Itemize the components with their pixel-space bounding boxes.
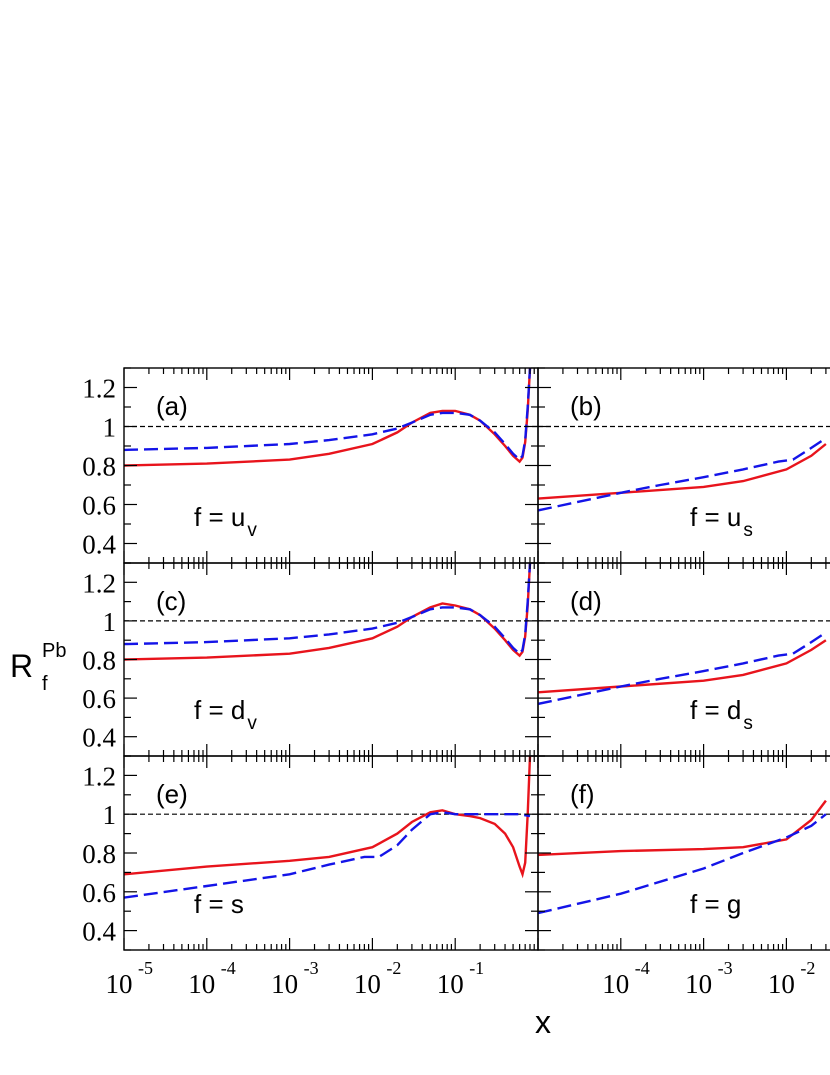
panel-tag: (c) — [156, 586, 186, 616]
y-axis-label-main: R — [10, 648, 33, 684]
panels-group: (a)f = u v(b)f = u s(c)f = d v(d)f = d s(e)f… — [123, 367, 830, 951]
x-tick-label-exponent: -2 — [800, 958, 815, 978]
dashed-series-line — [538, 437, 827, 512]
y-tick-label: 1.2 — [82, 761, 116, 791]
x-tick-label: 10 — [354, 969, 381, 999]
x-tick-label-exponent: -4 — [221, 958, 236, 978]
y-tick-label: 1 — [103, 413, 117, 443]
solid-series-line — [538, 443, 827, 500]
x-tick-label-exponent: -5 — [138, 958, 153, 978]
flavor-label-subscript: v — [247, 713, 257, 734]
panel-f: (f) f = g — [537, 755, 830, 951]
y-tick-label: 0.8 — [82, 646, 116, 676]
y-tick-label: 0.4 — [82, 723, 116, 753]
solid-series-line — [124, 756, 532, 879]
y-axis-label-sup: Pb — [42, 640, 66, 662]
x-tick-label-exponent: -1 — [469, 958, 484, 978]
panel-e: (e) f = s — [123, 755, 539, 951]
y-axis-label: R Pb f — [10, 640, 66, 695]
x-tick-labels: 10-510-410-310-210-110-410-310-2 — [106, 958, 816, 999]
flavor-label: f = s — [194, 889, 244, 919]
dashed-series-line — [538, 813, 827, 915]
x-tick-label: 10 — [437, 969, 464, 999]
solid-series-line — [538, 799, 827, 857]
dashed-series-line — [124, 368, 532, 462]
panel-tag: (e) — [156, 779, 188, 809]
y-tick-label: 0.6 — [82, 684, 116, 714]
x-tick-label: 10 — [271, 969, 298, 999]
x-tick-label-exponent: -4 — [635, 958, 650, 978]
dashed-series-line — [124, 563, 532, 656]
y-tick-label: 0.8 — [82, 839, 116, 869]
panel-tag: (b) — [570, 391, 602, 421]
y-tick-label: 0.4 — [82, 530, 116, 560]
flavor-label: f = u — [690, 502, 741, 532]
y-axis-label-sub: f — [42, 673, 48, 695]
x-tick-label-exponent: -3 — [304, 958, 319, 978]
y-tick-labels: 0.4 0.6 0.8 1 1.2 0.4 0.6 0.8 1 1.2 0.4 0.6 0.8 1 1.2 — [82, 374, 116, 947]
dashed-series-line — [538, 631, 827, 706]
y-tick-label: 1.2 — [82, 374, 116, 404]
x-tick-label: 10 — [602, 969, 629, 999]
y-tick-label: 0.4 — [82, 917, 116, 947]
flavor-label: f = d — [690, 695, 741, 725]
solid-series-line — [538, 639, 827, 694]
flavor-label: f = d — [194, 695, 245, 725]
y-tick-label: 0.6 — [82, 878, 116, 908]
x-tick-label-exponent: -2 — [386, 958, 401, 978]
x-axis-label: x — [535, 1004, 551, 1040]
y-tick-label: 0.8 — [82, 452, 116, 482]
flavor-label-subscript: s — [743, 713, 753, 734]
panel-tag: (f) — [570, 779, 595, 809]
flavor-label: f = g — [690, 889, 741, 919]
y-tick-label: 1 — [103, 607, 117, 637]
flavor-label-subscript: s — [743, 520, 753, 541]
y-tick-label: 1.2 — [82, 568, 116, 598]
flavor-label-subscript: v — [247, 520, 257, 541]
x-tick-label: 10 — [106, 969, 133, 999]
panel-tag: (d) — [570, 586, 602, 616]
panel-tag: (a) — [156, 391, 188, 421]
x-tick-label: 10 — [768, 969, 795, 999]
dashed-series-line — [124, 811, 531, 899]
x-tick-label: 10 — [685, 969, 712, 999]
x-tick-label: 10 — [188, 969, 215, 999]
y-tick-label: 0.6 — [82, 491, 116, 521]
x-tick-label-exponent: -3 — [718, 958, 733, 978]
y-tick-label: 1 — [103, 800, 117, 830]
flavor-label: f = u — [194, 502, 245, 532]
